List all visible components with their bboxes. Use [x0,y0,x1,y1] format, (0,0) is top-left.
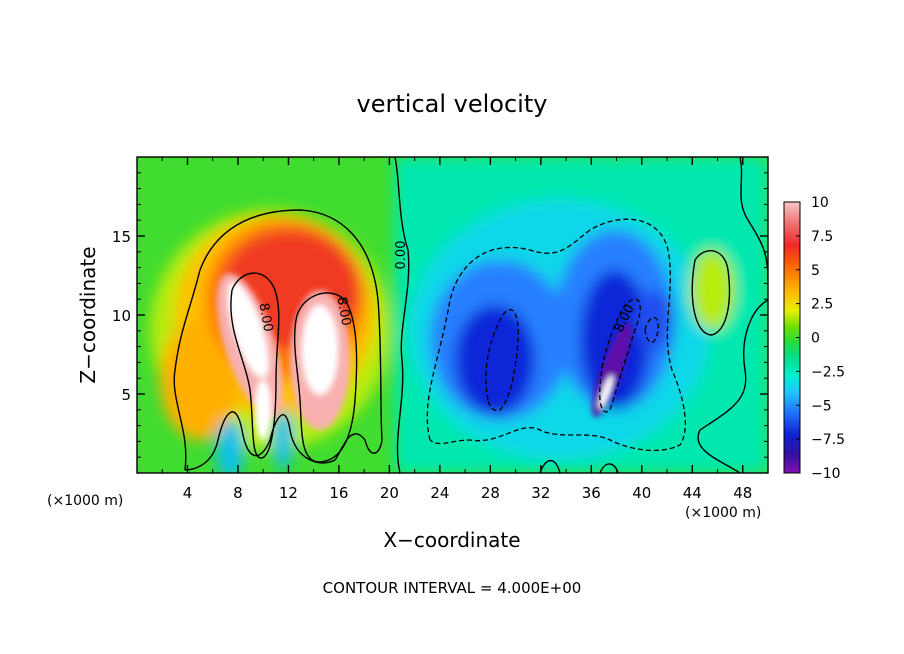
contour-neg-envelope [426,218,686,452]
colorbar-tick-label: 0 [811,331,820,347]
contour-8-left [230,272,280,459]
colorbar-tick-label: −5 [811,398,832,414]
colorbar-tick-label: 7.5 [811,229,833,245]
x-tick-label: 4 [183,484,193,502]
colorbar-tick-label: 2.5 [811,297,833,313]
contour-8-right [293,292,358,463]
contour-zero-right-low [697,299,768,473]
colorbar-tick-label: 5 [811,263,820,279]
colorbar-tick-label: −7.5 [811,432,845,448]
heatmap-field: 8.00 8.00 0.00 8.00 [137,157,768,473]
colorbar-tick-label: −10 [811,466,841,482]
contour-neg-small [644,316,659,344]
x-tick-label: 24 [430,484,449,502]
contour-zero-right [739,157,768,281]
x-tick-label: 12 [279,484,298,502]
contour-neg-8-left [485,308,519,412]
x-axis-label: X−coordinate [383,528,520,552]
contour-neg-8-right [599,298,641,413]
y-axis-ticks: 5 10 15 [112,172,768,458]
x-tick-label: 36 [582,484,601,502]
y-axis-label: Z−coordinate [76,246,100,383]
contour-label: 8.00 [256,302,276,333]
y-tick-label: 15 [112,228,131,246]
x-tick-label: 40 [632,484,651,502]
x-unit-left: (×1000 m) [47,493,123,509]
contour-label: 0.00 [394,241,409,270]
colorbar-tick-label: −2.5 [811,364,845,380]
x-tick-label: 16 [329,484,348,502]
chart-title: vertical velocity [357,90,548,118]
contour-interval-note: CONTOUR INTERVAL = 4.000E+00 [323,579,582,597]
y-tick-label: 5 [121,386,131,404]
x-tick-label: 32 [531,484,550,502]
contour-dashed-lines [426,218,686,452]
colorbar-tick-label: 10 [811,195,829,211]
x-unit-right: (×1000 m) [685,505,761,521]
y-tick-label: 10 [112,307,131,325]
x-tick-label: 20 [380,484,399,502]
contour-zero-mid [394,157,410,473]
contour-label: 8.00 [334,296,354,327]
x-tick-label: 28 [481,484,500,502]
contour-zero-island [691,250,731,336]
x-tick-label: 8 [233,484,243,502]
contour-zero-updraft [173,209,383,471]
colorbar-ticks: 10 7.5 5 2.5 0 −2.5 −5 −7.5 −10 [796,195,845,482]
x-tick-label: 44 [683,484,702,502]
x-tick-label: 48 [733,484,752,502]
x-axis-ticks: 4 8 12 16 20 24 28 32 36 40 44 48 [161,157,752,502]
